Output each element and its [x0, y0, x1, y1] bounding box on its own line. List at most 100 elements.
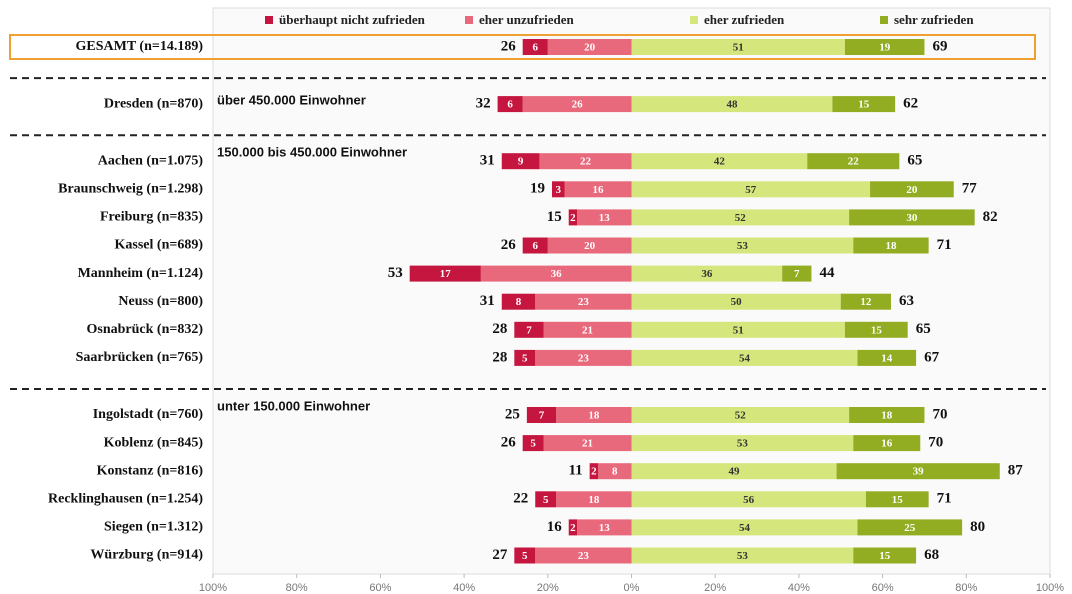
segment-label: 22	[848, 156, 860, 168]
segment-label: 6	[532, 240, 538, 252]
total-right: 71	[937, 491, 952, 507]
bar-segment	[849, 209, 975, 226]
bar-segment	[551, 181, 565, 198]
segment-label: 23	[578, 352, 590, 364]
bar-segment	[844, 39, 925, 55]
segment-label: 49	[729, 466, 741, 478]
category-label: Dresden (n=870)	[104, 96, 203, 111]
bar-segment	[807, 153, 900, 170]
segment-label: 18	[881, 410, 893, 422]
bar-segment	[631, 321, 845, 338]
total-right: 44	[819, 265, 835, 281]
category-label: Siegen (n=1.312)	[104, 520, 203, 535]
bar-segment	[840, 293, 891, 310]
section-label: unter 150.000 Einwohner	[217, 398, 370, 413]
segment-label: 26	[572, 99, 584, 111]
bar-segment	[631, 435, 854, 452]
bar-segment	[853, 435, 921, 452]
bar-segment	[522, 96, 632, 113]
segment-label: 57	[745, 184, 757, 196]
total-right: 87	[1008, 463, 1024, 479]
bar-segment	[631, 463, 837, 480]
total-right: 62	[903, 96, 918, 112]
segment-label: 53	[737, 240, 749, 252]
category-label: Koblenz (n=845)	[104, 435, 204, 450]
x-tick-label: 80%	[286, 582, 308, 594]
segment-label: 15	[892, 494, 904, 506]
segment-label: 3	[556, 184, 562, 196]
x-tick-label: 40%	[788, 582, 810, 594]
segment-label: 18	[588, 494, 600, 506]
bar-segment	[853, 547, 917, 564]
bar-segment	[832, 96, 896, 113]
category-label: Konstanz (n=816)	[97, 463, 204, 478]
bar-segment	[497, 96, 523, 113]
category-label: Saarbrücken (n=765)	[76, 350, 204, 365]
total-left: 27	[492, 547, 508, 563]
category-label: GESAMT (n=14.189)	[75, 39, 203, 54]
bar-segment	[577, 209, 632, 226]
segment-label: 16	[593, 184, 605, 196]
segment-label: 15	[879, 550, 891, 562]
bar-segment	[631, 519, 858, 536]
segment-label: 23	[578, 550, 590, 562]
total-right: 65	[916, 321, 931, 337]
segment-label: 23	[578, 296, 590, 308]
bar-segment	[853, 237, 929, 254]
bar-segment	[547, 39, 632, 55]
segment-label: 13	[599, 522, 611, 534]
segment-label: 53	[737, 438, 749, 450]
bar-segment	[568, 519, 578, 536]
total-right: 69	[932, 38, 947, 54]
segment-label: 21	[582, 324, 593, 336]
bar-segment	[535, 491, 557, 508]
segment-label: 6	[532, 42, 538, 54]
category-label: Kassel (n=689)	[115, 238, 204, 253]
total-left: 53	[388, 265, 403, 281]
category-label: Mannheim (n=1.124)	[78, 266, 204, 281]
segment-label: 7	[794, 268, 800, 280]
total-left: 32	[476, 96, 491, 112]
total-right: 77	[962, 181, 978, 197]
total-left: 22	[513, 491, 528, 507]
segment-label: 54	[739, 522, 751, 534]
segment-label: 14	[881, 352, 893, 364]
total-left: 16	[547, 519, 563, 535]
bar-segment	[631, 491, 866, 508]
bar-segment	[631, 349, 858, 366]
total-left: 31	[480, 153, 495, 169]
bar-segment	[535, 547, 632, 564]
bar-segment	[480, 265, 632, 282]
bar-segment	[631, 181, 871, 198]
total-right: 63	[899, 293, 914, 309]
bar-segment	[556, 491, 632, 508]
x-tick-label: 80%	[955, 582, 977, 594]
bar-segment	[522, 435, 544, 452]
total-right: 70	[928, 435, 943, 451]
bar-segment	[782, 265, 812, 282]
segment-label: 17	[440, 268, 452, 280]
total-left: 15	[547, 209, 562, 225]
segment-label: 5	[522, 550, 528, 562]
bar-segment	[535, 293, 632, 310]
segment-label: 36	[701, 268, 713, 280]
segment-label: 18	[588, 410, 600, 422]
segment-label: 21	[582, 438, 593, 450]
segment-label: 12	[860, 296, 872, 308]
category-label: Ingolstadt (n=760)	[93, 407, 204, 422]
total-left: 26	[501, 237, 517, 253]
segment-label: 22	[580, 156, 592, 168]
bar-segment	[564, 181, 632, 198]
segment-label: 52	[735, 212, 747, 224]
segment-label: 51	[733, 42, 744, 54]
total-right: 80	[970, 519, 985, 535]
segment-label: 53	[737, 550, 749, 562]
segment-label: 20	[584, 240, 596, 252]
total-left: 31	[480, 293, 495, 309]
bar-segment	[589, 463, 599, 480]
bar-segment	[547, 237, 632, 254]
legend-label: eher zufrieden	[704, 12, 785, 27]
bar-segment	[631, 153, 808, 170]
bar-segment	[568, 209, 578, 226]
